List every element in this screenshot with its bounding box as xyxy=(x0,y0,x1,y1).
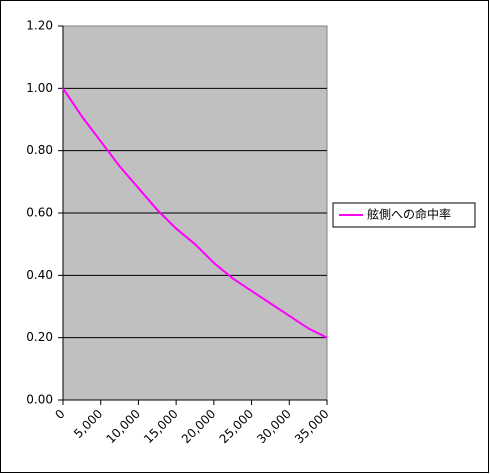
y-tick-label: 0.20 xyxy=(26,330,53,344)
y-tick-label: 0.40 xyxy=(26,268,53,282)
y-tick-label: 1.20 xyxy=(26,19,53,33)
y-tick-label: 0.00 xyxy=(26,393,53,407)
data-line xyxy=(62,87,328,339)
y-tick-label: 1.00 xyxy=(26,81,53,95)
y-tick-label: 0.80 xyxy=(26,143,53,157)
legend-label: 舷側への命中率 xyxy=(367,207,451,222)
y-tick-label: 0.60 xyxy=(26,206,53,220)
